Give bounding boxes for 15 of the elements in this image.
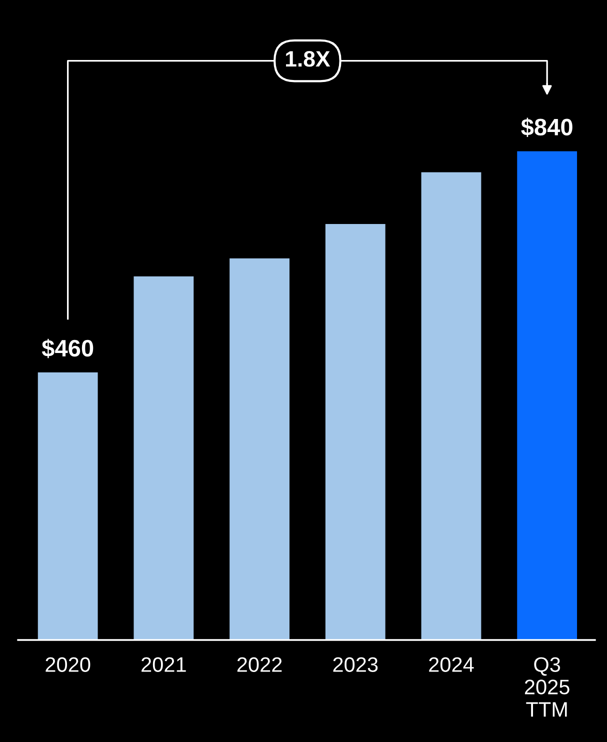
x-tick-label: 2020 xyxy=(46,657,90,672)
x-tick-label: 2021 xyxy=(142,657,186,672)
x-tick-label: 2022 xyxy=(237,657,282,672)
x-tick-label: 2023 xyxy=(333,657,378,672)
bar xyxy=(38,372,98,640)
bar xyxy=(421,172,482,640)
data-label: $460 xyxy=(42,338,94,358)
x-tick-label: 2024 xyxy=(429,657,474,672)
bar xyxy=(325,224,386,640)
bar xyxy=(230,258,290,640)
annotation: 1.8X xyxy=(286,51,330,67)
bar xyxy=(517,151,578,640)
bar xyxy=(134,276,194,640)
data-label: $840 xyxy=(521,118,572,138)
x-tick-label: Q3 2025 TTM xyxy=(524,657,570,717)
